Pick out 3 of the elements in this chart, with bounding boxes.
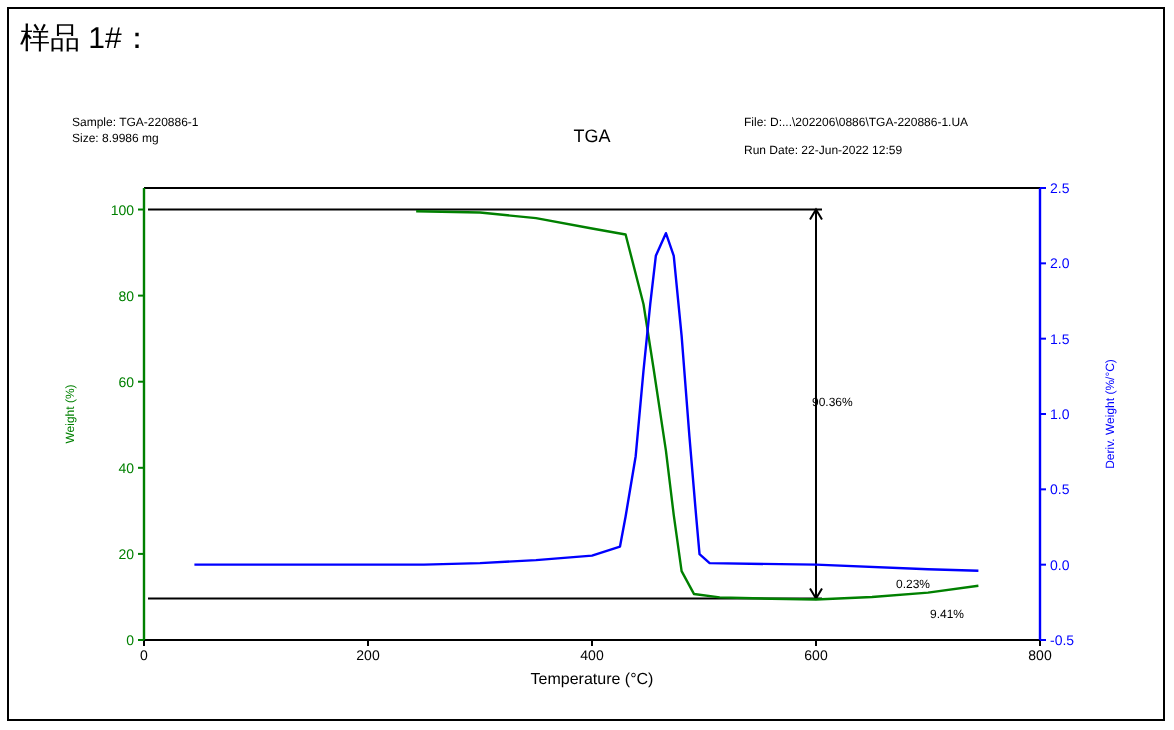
x-axis-title: Temperature (°C) <box>530 670 655 688</box>
chart-title: 样品 1#： <box>20 22 152 56</box>
chart-subtitle: TGA <box>573 126 611 146</box>
